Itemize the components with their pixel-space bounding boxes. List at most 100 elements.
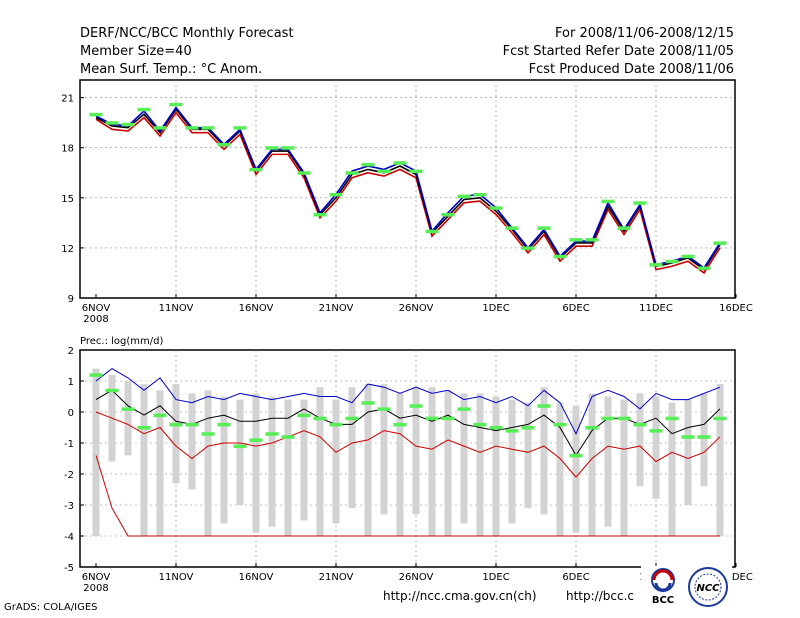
prec-range-bar — [284, 399, 292, 536]
temp-x-tick-label: 11DEC — [639, 303, 673, 314]
temp-clim-marker — [505, 226, 519, 230]
temp-clim-marker — [153, 126, 167, 130]
temp-x-tick-label: 6DEC — [562, 303, 589, 314]
prec-clim-marker — [201, 432, 215, 436]
temp-clim-marker — [473, 192, 487, 197]
prec-range-bar — [428, 387, 436, 536]
prec-x-tick-label: 6NOV — [82, 572, 111, 583]
prec-range-bar — [668, 402, 676, 536]
prec-range-bar — [220, 396, 228, 524]
prec-clim-marker — [505, 429, 519, 433]
temp-x-tick-label: 1DEC — [482, 303, 509, 314]
temp-clim-marker — [345, 171, 359, 175]
prec-clim-marker — [649, 429, 663, 433]
prec-clim-marker — [441, 416, 455, 421]
prec-range-bar — [572, 405, 580, 533]
temp-clim-marker — [121, 122, 135, 127]
temp-clim-marker — [329, 192, 343, 197]
temp-clim-marker — [105, 121, 119, 125]
prec-clim-marker — [89, 373, 103, 377]
prec-range-bar — [140, 384, 148, 536]
prec-clim-marker — [425, 416, 439, 421]
member-size-label: Member Size=40 — [80, 44, 192, 59]
prec-x-tick-label: 26NOV — [399, 572, 434, 583]
temp-x-tick-label: 21NOV — [319, 303, 354, 314]
temp-clim-marker — [201, 126, 215, 130]
chart-title: DERF/NCC/BCC Monthly Forecast — [80, 26, 294, 41]
temp-clim-marker — [537, 226, 551, 230]
temp-clim-marker — [601, 199, 615, 204]
prec-range-bar — [348, 387, 356, 509]
ncc-url-link[interactable]: http://ncc.cma.gov.cn(ch) — [383, 589, 537, 603]
prec-range-bar — [716, 384, 724, 536]
temp-series-upper — [95, 106, 721, 270]
prec-range-bar — [364, 384, 372, 536]
prec-range-bar — [332, 399, 340, 524]
prec-range-bar — [540, 387, 548, 515]
prec-clim-marker — [249, 438, 263, 442]
temp-clim-marker — [185, 126, 199, 130]
forecast-start-date: Fcst Started Refer Date 2008/11/05 — [502, 44, 734, 59]
prec-range-bar — [444, 390, 452, 536]
forecast-period: For 2008/11/06-2008/12/15 — [555, 26, 734, 41]
prec-y-tick-label: -3 — [64, 501, 74, 512]
temp-clim-marker — [89, 112, 103, 117]
prec-y-tick-label: -1 — [64, 439, 74, 450]
prec-range-bar — [92, 368, 100, 536]
prec-clim-marker — [393, 422, 407, 427]
prec-series-mean — [95, 389, 721, 457]
temp-clim-marker — [265, 146, 279, 150]
temp-y-tick-label: 15 — [61, 194, 74, 205]
bcc-url-link[interactable]: http://bcc.c — [566, 589, 634, 603]
prec-clim-marker — [377, 407, 391, 411]
prec-range-bar — [636, 393, 644, 487]
prec-range-bar — [588, 393, 596, 536]
prec-series-upper — [95, 367, 721, 435]
prec-series-lower — [95, 411, 721, 478]
temp-clim-marker — [569, 238, 583, 242]
prec-clim-marker — [153, 413, 167, 418]
prec-range-bar — [156, 390, 164, 536]
prec-clim-marker — [601, 416, 615, 421]
temp-y-tick-label: 9 — [68, 294, 74, 305]
bcc-logo-text: BCC — [652, 595, 674, 606]
temp-clim-marker — [665, 259, 679, 264]
temp-clim-marker — [377, 169, 391, 174]
temp-series-mean — [95, 107, 721, 271]
prec-clim-marker — [345, 416, 359, 421]
prec-clim-marker — [713, 416, 727, 421]
temp-clim-marker — [697, 266, 711, 270]
prec-range-bar — [476, 393, 484, 536]
temp-clim-marker — [521, 246, 535, 250]
temp-clim-marker — [425, 229, 439, 234]
forecast-produced-date: Fcst Produced Date 2008/11/06 — [528, 62, 734, 77]
prec-clim-marker — [633, 422, 647, 427]
temp-clim-marker — [281, 146, 295, 150]
temp-clim-marker — [713, 241, 727, 245]
prec-clim-marker — [185, 422, 199, 427]
prec-x-tick-label: 21NOV — [319, 572, 354, 583]
temp-y-tick-label: 12 — [61, 244, 74, 255]
prec-clim-marker — [329, 422, 343, 427]
temp-clim-marker — [489, 206, 503, 210]
temp-clim-marker — [361, 162, 375, 167]
prec-series-min — [95, 455, 720, 537]
prec-range-bar — [604, 396, 612, 527]
prec-clim-marker — [233, 444, 247, 449]
temp-x-tick-label: 16DEC — [719, 303, 753, 314]
prec-range-bar — [620, 399, 628, 536]
temp-x-tick-label: 16NOV — [239, 303, 274, 314]
prec-clim-marker — [281, 435, 295, 439]
prec-clim-marker — [489, 426, 503, 430]
variable-label: Mean Surf. Temp.: °C Anom. — [80, 62, 263, 77]
prec-x-tick-label: 11NOV — [159, 572, 194, 583]
temp-clim-marker — [217, 142, 231, 147]
temp-clim-marker — [233, 126, 247, 130]
temp-clim-marker — [553, 254, 567, 259]
temp-clim-marker — [681, 254, 695, 259]
prec-x-tick-label: 16NOV — [239, 572, 274, 583]
prec-range-bar — [492, 396, 500, 536]
temp-clim-marker — [633, 201, 647, 205]
prec-clim-marker — [617, 416, 631, 421]
